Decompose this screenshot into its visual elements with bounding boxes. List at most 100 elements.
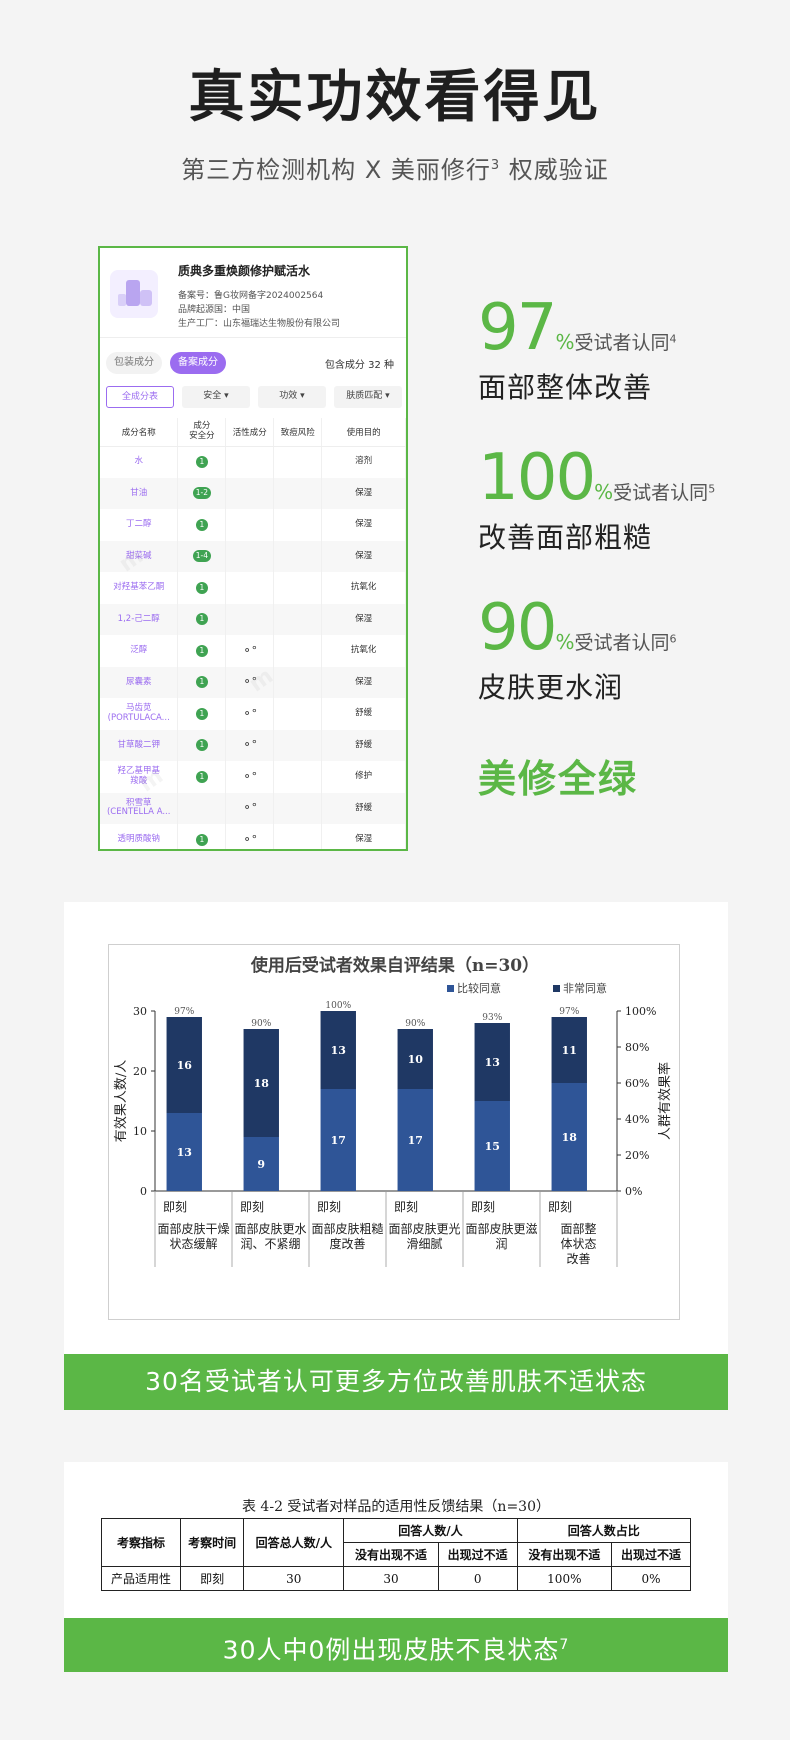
ingredient-name: 对羟基苯乙酮: [100, 572, 179, 604]
rate-label: 100%: [325, 1001, 351, 1011]
acne-risk: [273, 761, 323, 793]
legend-swatch-agree: [447, 985, 454, 992]
rate-label: 97%: [174, 1007, 194, 1017]
active-ingredient-icon: [225, 603, 275, 635]
active-ingredient-icon: ⚬°: [225, 729, 275, 761]
ingredient-name: 甘油: [100, 477, 179, 509]
list-item[interactable]: 透明质酸钠 1 ⚬° 保湿: [100, 824, 406, 849]
ingredient-name: 甘草酸二钾: [100, 729, 179, 761]
th-none: 没有出现不适: [343, 1542, 439, 1567]
active-ingredient-icon: [225, 477, 275, 509]
product-header: 质典多重焕颜修护赋活水 备案号：鲁G妆网备字2024002564 品牌起源国：中…: [100, 248, 406, 338]
time-label: 即刻: [163, 1200, 187, 1214]
category-label: 状态缓解: [169, 1237, 217, 1251]
filter-bar: 全成分表 安全 ▾ 功效 ▾ 肤质匹配 ▾: [100, 386, 406, 410]
factory: 生产工厂：山东福瑞达生物股份有限公司: [178, 319, 341, 329]
score-pill: 1: [195, 518, 208, 531]
rate-label: 90%: [251, 1019, 271, 1029]
rate-label: 97%: [559, 1007, 579, 1017]
stat-overall: 97%受试者认同4 面部整体改善: [478, 291, 677, 404]
ingredient-name: 丁二醇: [100, 509, 179, 541]
filter-skin-type[interactable]: 肤质匹配 ▾: [334, 386, 402, 408]
ingredient-card: 质典多重焕颜修护赋活水 备案号：鲁G妆网备字2024002564 品牌起源国：中…: [98, 246, 408, 851]
acne-risk: [273, 540, 323, 572]
active-ingredient-icon: ⚬°: [225, 761, 275, 793]
all-green-badge: 美修全绿: [478, 757, 639, 801]
purpose: 保湿: [321, 540, 406, 572]
bar-agree: [320, 1089, 356, 1191]
list-item[interactable]: 积雪草 (CENTELLA A... ⚬° 舒缓: [100, 792, 406, 824]
category-label: 润: [495, 1237, 507, 1251]
table-title: 表 4-2 受试者对样品的适用性反馈结果（n=30）: [241, 1499, 550, 1515]
filter-safety[interactable]: 安全 ▾: [182, 386, 250, 408]
filter-all-ingredients[interactable]: 全成分表: [106, 386, 174, 408]
time-label: 即刻: [240, 1200, 264, 1214]
y2-tick-label: 80%: [625, 1041, 649, 1054]
stat-roughness: 100%受试者认同5 改善面部粗糙: [478, 441, 716, 554]
filter-efficacy[interactable]: 功效 ▾: [258, 386, 326, 408]
acne-risk: [273, 477, 323, 509]
tab-registered-ingredients[interactable]: 备案成分: [170, 352, 226, 374]
safety-score: 1: [177, 635, 227, 667]
legend-strongly-agree: 非常同意: [563, 981, 607, 995]
ingredient-name: 羟乙基甲基 羧酸: [100, 761, 179, 793]
tab-packaging-ingredients[interactable]: 包装成分: [106, 352, 162, 374]
list-item[interactable]: 甜菜碱 1-4 保湿: [100, 540, 406, 572]
ingredient-name: 透明质酸钠: [100, 824, 179, 849]
ingredient-tabs: 包装成分 备案成分 包含成分 32 种: [100, 352, 406, 376]
acne-risk: [273, 572, 323, 604]
list-item[interactable]: 丁二醇 1 保湿: [100, 509, 406, 541]
ingredient-name: 甜菜碱: [100, 540, 179, 572]
y2-tick-label: 60%: [625, 1077, 649, 1090]
safety-score: 1: [177, 729, 227, 761]
list-item[interactable]: 马齿苋 (PORTULACA... 1 ⚬° 舒缓: [100, 698, 406, 730]
ingredient-name: 积雪草 (CENTELLA A...: [100, 792, 179, 824]
y2-tick-label: 0%: [625, 1185, 642, 1198]
data-label-agree: 13: [177, 1146, 192, 1159]
table-row: 产品适用性 即刻 30 30 0 100% 0%: [101, 1566, 691, 1591]
score-pill: 1: [195, 833, 208, 846]
data-label-agree: 17: [331, 1134, 346, 1147]
y-axis-label: 有效果人数/人: [114, 1060, 129, 1142]
th-index: 考察指标: [101, 1518, 181, 1567]
list-item[interactable]: 水 1 溶剂: [100, 446, 406, 478]
safety-score: 1: [177, 666, 227, 698]
category-label: 面部皮肤粗糙: [311, 1221, 383, 1236]
purpose: 保湿: [321, 824, 406, 849]
rate-label: 93%: [482, 1013, 502, 1023]
category-label: 润、不紧绷: [240, 1236, 300, 1251]
cell: 产品适用性: [101, 1566, 181, 1591]
banner-no-adverse: 30人中0例出现皮肤不良状态7: [64, 1618, 728, 1672]
th-total: 回答总人数/人: [243, 1518, 345, 1567]
purpose: 溶剂: [321, 446, 406, 478]
score-pill: 1-4: [192, 550, 212, 563]
safety-score: 1: [177, 698, 227, 730]
y-tick-label: 20: [133, 1065, 147, 1078]
th-time: 考察时间: [179, 1518, 245, 1567]
col-name: 成分名称: [100, 418, 179, 447]
list-item[interactable]: 1,2-己二醇 1 保湿: [100, 603, 406, 635]
list-item[interactable]: 对羟基苯乙酮 1 抗氧化: [100, 572, 406, 604]
data-label-agree: 15: [485, 1140, 500, 1153]
cell: 0%: [611, 1566, 691, 1591]
safety-score: 1: [177, 603, 227, 635]
acne-risk: [273, 698, 323, 730]
list-item[interactable]: 羟乙基甲基 羧酸 1 ⚬° 修护: [100, 761, 406, 793]
list-item[interactable]: 尿囊素 1 ⚬° 保湿: [100, 666, 406, 698]
chart-panel: 使用后受试者效果自评结果（n=30） 比较同意 非常同意 0 10 20 30 0% 20% 40…: [64, 902, 728, 1410]
purpose: 舒缓: [321, 792, 406, 824]
bar-strongly-agree: [320, 1011, 356, 1089]
active-ingredient-icon: ⚬°: [225, 824, 275, 849]
data-label-strongly-agree: 18: [254, 1077, 270, 1090]
list-item[interactable]: 甘草酸二钾 1 ⚬° 舒缓: [100, 729, 406, 761]
active-ingredient-icon: ⚬°: [225, 698, 275, 730]
list-item[interactable]: 泛醇 1 ⚬° 抗氧化: [100, 635, 406, 667]
category-label: 改善: [566, 1251, 590, 1266]
page-subtitle: 第三方检测机构 X 美丽修行3 权威验证: [181, 156, 609, 184]
time-label: 即刻: [394, 1200, 418, 1214]
data-label-strongly-agree: 10: [408, 1053, 424, 1066]
safety-score: 1: [177, 824, 227, 849]
product-bottles-icon: [110, 270, 158, 318]
active-ingredient-icon: ⚬°: [225, 792, 275, 824]
list-item[interactable]: 甘油 1-2 保湿: [100, 477, 406, 509]
